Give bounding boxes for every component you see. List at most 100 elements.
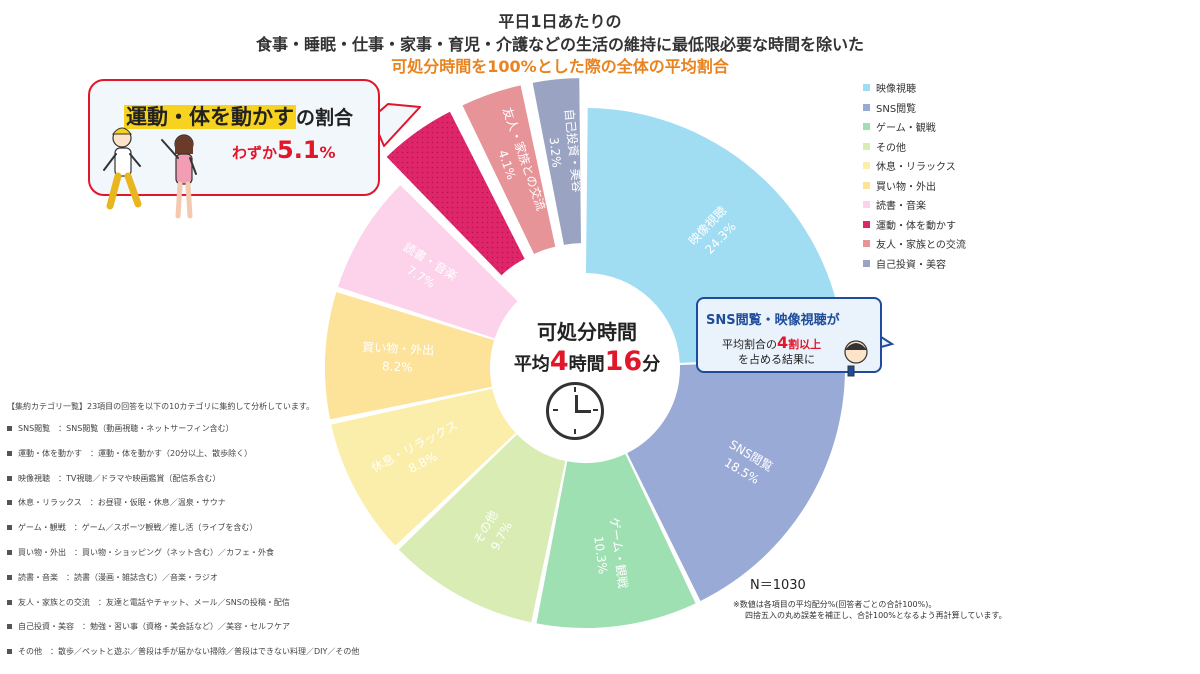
category-list: 【集約カテゴリ一覧】23項目の回答を以下の10カテゴリに集約して分析しています。… <box>7 401 359 671</box>
category-row: 休息・リラックス ：お昼寝・仮眠・休息／温泉・サウナ <box>7 497 359 522</box>
legend-item: 自己投資・美容 <box>863 254 966 274</box>
bullet-icon <box>7 599 12 605</box>
legend-label: 友人・家族との交流 <box>876 240 966 252</box>
legend-item: SNS閲覧 <box>863 98 966 118</box>
category-text: 読書・音楽 ：読書（漫画・雑誌含む）／音楽・ラジオ <box>18 572 218 582</box>
category-text: 休息・リラックス ：お昼寝・仮眠・休息／温泉・サウナ <box>18 498 226 508</box>
category-text: 映像視聴 ：TV視聴／ドラマや映画鑑賞（配信系含む） <box>18 473 221 483</box>
clock-icon <box>546 382 604 440</box>
exercise-prefix: わずか <box>232 144 278 162</box>
legend-item: 運動・体を動かす <box>863 215 966 235</box>
category-row: 読書・音楽 ：読書（漫画・雑誌含む）／音楽・ラジオ <box>7 572 359 597</box>
category-text: 買い物・外出 ：買い物・ショッピング（ネット含む）／カフェ・外食 <box>18 547 274 557</box>
legend: 映像視聴 SNS閲覧ゲーム・観戦 その他休息・リラックス 買い物・外出 読書・音楽運動・… <box>863 78 966 273</box>
legend-item: 読書・音楽 <box>863 195 966 215</box>
category-text: 運動・体を動かす ：運動・体を動かす（20分以上、散歩除く） <box>18 448 253 458</box>
bullet-icon <box>7 624 12 630</box>
legend-item: 休息・リラックス <box>863 156 966 176</box>
category-row: ゲーム・観戦 ：ゲーム／スポーツ観戦／推し活（ライブを含む） <box>7 522 359 547</box>
legend-swatch <box>863 103 870 111</box>
category-list-title: 【集約カテゴリ一覧】23項目の回答を以下の10カテゴリに集約して分析しています。 <box>7 402 315 411</box>
category-row: 運動・体を動かす ：運動・体を動かす（20分以上、散歩除く） <box>7 448 359 473</box>
legend-item: 友人・家族との交流 <box>863 234 966 254</box>
slice-value-label: 8.2% <box>382 359 413 374</box>
legend-label: SNS閲覧 <box>876 103 917 115</box>
category-text: 自己投資・美容 ：勉強・習い事（資格・美会話など）／美容・セルフケア <box>18 622 290 632</box>
chart-title-line2: 食事・睡眠・仕事・家事・育児・介護などの生活の維持に最低限必要な時間を除いた <box>255 35 864 54</box>
slice-8 <box>386 111 525 276</box>
slice-10 <box>532 78 581 245</box>
slice-5 <box>331 388 516 546</box>
center-average: 平均4時間16分 <box>494 346 680 377</box>
category-row: 自己投資・美容 ：勉強・習い事（資格・美会話など）／美容・セルフケア <box>7 621 359 646</box>
legend-label: 休息・リラックス <box>876 162 956 174</box>
category-text: ゲーム・観戦 ：ゲーム／スポーツ観戦／推し活（ライブを含む） <box>18 523 258 533</box>
sns-callout-line1: SNS閲覧・映像視聴が <box>706 313 840 328</box>
slice-3 <box>536 453 696 628</box>
legend-label: 運動・体を動かす <box>876 220 956 232</box>
exercise-unit: % <box>319 143 336 162</box>
legend-label: 買い物・外出 <box>876 181 936 193</box>
category-text: SNS閲覧 ：SNS閲覧（動画視聴・ネットサーフィン含む） <box>18 424 234 433</box>
legend-swatch <box>863 162 870 170</box>
slice-value-label: 3.2% <box>547 137 564 169</box>
exercise-callout-title: 運動・体を動かす の割合 <box>124 101 353 131</box>
bullet-icon <box>7 500 12 506</box>
legend-item: 買い物・外出 <box>863 176 966 196</box>
bullet-icon <box>7 426 12 431</box>
category-row: SNS閲覧 ：SNS閲覧（動画視聴・ネットサーフィン含む） <box>7 423 359 448</box>
chart-title-line1: 平日1日あたりの <box>498 12 622 31</box>
center-minutes: 16 <box>604 346 643 377</box>
chart-title-line3: 可処分時間を100%とした際の全体の平均割合 <box>391 57 729 76</box>
slice-name-label: 買い物・外出 <box>362 340 435 357</box>
legend-label: 自己投資・美容 <box>876 259 946 271</box>
center-minutes-unit: 分 <box>642 354 661 375</box>
sns-callout: SNS閲覧・映像視聴が 平均割合の4割以上 を占める結果に <box>696 297 882 373</box>
slice-2 <box>627 359 846 601</box>
sns-callout-line2: 平均割合の4割以上 <box>722 333 821 352</box>
category-text: 友人・家族との交流 ：友達と電話やチャット、メール／SNSの投稿・配信 <box>18 597 290 607</box>
legend-item: その他 <box>863 137 966 157</box>
bullet-icon <box>7 525 12 531</box>
exercise-callout-value: わずか5.1% <box>232 136 336 164</box>
center-hours-unit: 時間 <box>568 354 605 375</box>
note-line2: 四捨五入の丸め誤差を補正し、合計100%となるよう再計算しています。 <box>745 611 1007 620</box>
exercise-suffix: の割合 <box>296 107 354 129</box>
legend-swatch <box>863 142 870 150</box>
sns-line2-red: 割以上 <box>788 338 822 351</box>
exercise-highlight: 運動・体を動かす <box>124 105 296 129</box>
slice-9 <box>462 85 556 255</box>
exercise-callout: 運動・体を動かす の割合 わずか5.1% <box>88 79 380 196</box>
legend-swatch <box>863 259 870 267</box>
slice-value-label: 10.3% <box>591 535 610 575</box>
slice-4 <box>398 434 566 623</box>
legend-swatch <box>863 240 870 248</box>
legend-label: 読書・音楽 <box>876 201 926 213</box>
category-row: その他 ：散歩／ペットと遊ぶ／普段は手が届かない掃除／普段はできない料理／DIY… <box>7 646 359 671</box>
legend-swatch <box>863 220 870 228</box>
sns-line2-prefix: 平均割合の <box>722 338 777 351</box>
legend-label: ゲーム・観戦 <box>876 123 936 135</box>
legend-swatch <box>863 181 870 189</box>
legend-item: 映像視聴 <box>863 78 966 98</box>
exercise-value: 5.1 <box>277 136 320 164</box>
bullet-icon <box>7 475 12 481</box>
center-avg-prefix: 平均 <box>513 354 550 375</box>
legend-label: 映像視聴 <box>876 84 916 96</box>
bullet-icon <box>7 549 12 555</box>
legend-swatch <box>863 201 870 209</box>
sns-callout-line3: を占める結果に <box>738 353 815 366</box>
slice-7 <box>337 185 518 339</box>
category-row: 買い物・外出 ：買い物・ショッピング（ネット含む）／カフェ・外食 <box>7 547 359 572</box>
person-with-phone-illustration <box>844 340 868 377</box>
bullet-icon <box>7 574 12 580</box>
center-label: 可処分時間 <box>537 320 637 344</box>
legend-swatch <box>863 84 870 92</box>
note-line1: ※数値は各項目の平均配分%(回答者ごとの合計100%)。 <box>733 600 937 609</box>
sample-size: N＝1030 <box>750 578 806 593</box>
legend-label: その他 <box>876 142 906 154</box>
legend-swatch <box>863 123 870 131</box>
bullet-icon <box>7 649 12 655</box>
exercising-people-illustration <box>103 127 197 219</box>
category-row: 映像視聴 ：TV視聴／ドラマや映画鑑賞（配信系含む） <box>7 473 359 498</box>
